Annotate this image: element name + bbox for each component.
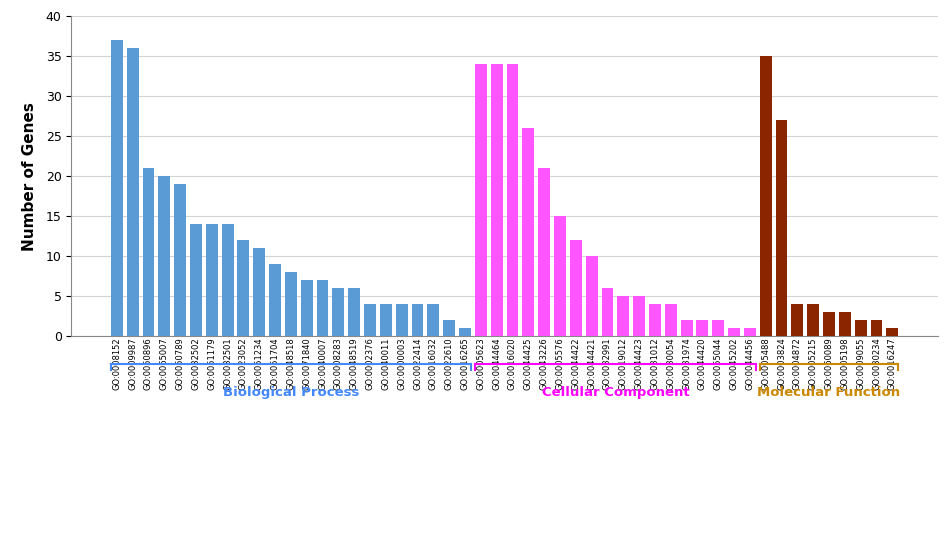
Bar [681,320,692,336]
Bar [776,120,787,336]
Bar [585,256,598,336]
Bar [380,304,392,336]
Bar [760,56,772,336]
Text: Biological Process: Biological Process [223,386,359,399]
Bar [253,248,266,336]
Bar [444,320,455,336]
Bar [222,224,233,336]
Bar [237,240,249,336]
Bar [427,304,439,336]
Bar [174,184,186,336]
Bar [855,320,866,336]
Bar [490,64,503,336]
Y-axis label: Number of Genes: Number of Genes [23,102,37,250]
Bar [697,320,708,336]
Bar [475,64,486,336]
Bar [886,328,899,336]
Text: Cellular Component: Cellular Component [542,386,689,399]
Bar [301,280,312,336]
Bar [411,304,424,336]
Bar [348,288,360,336]
Bar [190,224,202,336]
Bar [823,312,835,336]
Bar [206,224,218,336]
Bar [506,64,519,336]
Bar [269,264,281,336]
Bar [127,48,139,336]
Bar [744,328,756,336]
Text: Molecular Function: Molecular Function [758,386,901,399]
Bar [143,168,154,336]
Bar [633,296,645,336]
Bar [570,240,582,336]
Bar [285,272,297,336]
Bar [538,168,550,336]
Bar [839,312,851,336]
Bar [110,40,123,336]
Bar [396,304,407,336]
Bar [870,320,883,336]
Bar [791,304,803,336]
Bar [602,288,613,336]
Bar [649,304,661,336]
Bar [617,296,629,336]
Bar [664,304,677,336]
Bar [523,128,534,336]
Bar [317,280,328,336]
Bar [364,304,376,336]
Bar [807,304,819,336]
Bar [728,328,740,336]
Bar [554,216,565,336]
Bar [712,320,724,336]
Bar [158,176,170,336]
Bar [332,288,345,336]
Bar [459,328,471,336]
